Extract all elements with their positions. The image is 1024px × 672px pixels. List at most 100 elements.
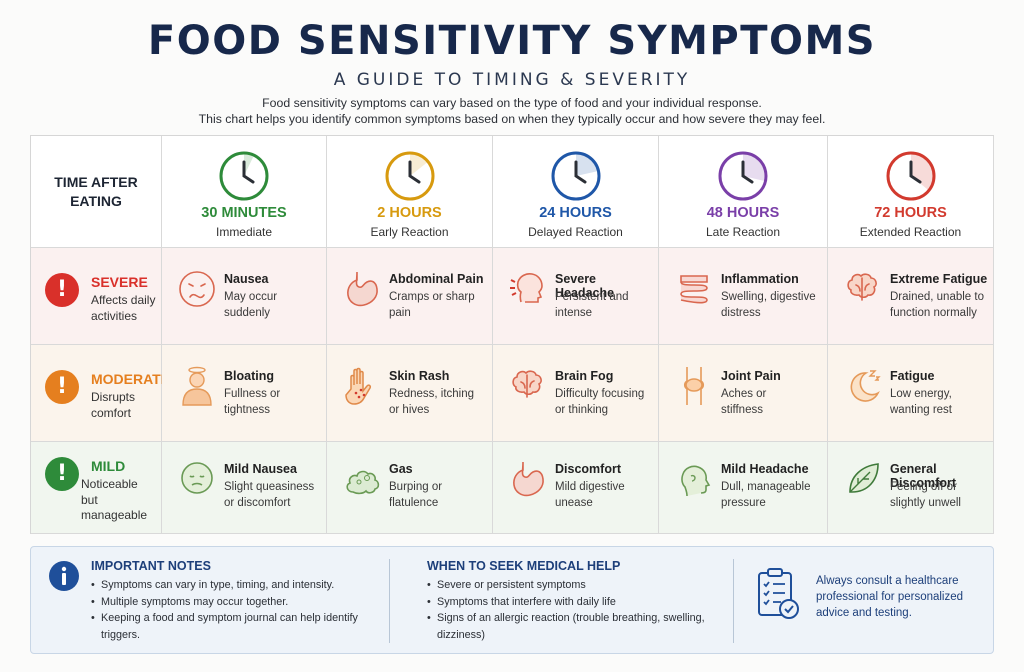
medical-help-list: Severe or persistent symptoms Symptoms t…: [427, 577, 717, 643]
symptom-cell: Joint Pain Aches or stiffness: [659, 345, 828, 442]
timing-time: 24 HOURS: [539, 205, 612, 221]
symptom-cell: Bloating Fullness or tightness: [162, 345, 327, 442]
symptom-grid: TIME AFTER EATING 30 MINUTES Immediate 2…: [30, 135, 994, 534]
severity-name: SEVERE: [91, 274, 148, 290]
divider: [733, 559, 734, 643]
symptom-name: Abdominal Pain: [389, 272, 484, 286]
time-label-line: EATING: [70, 192, 122, 209]
nauseous-face-icon: [179, 271, 215, 307]
list-item: Symptoms that interfere with daily life: [427, 594, 717, 611]
symptom-cell: Nausea May occur suddenly: [162, 248, 327, 345]
symptom-desc: Low energy, wanting rest: [890, 388, 953, 416]
severity-label: ! SEVERE Affects daily activities: [31, 248, 162, 345]
medical-help-title: WHEN TO SEEK MEDICAL HELP: [427, 559, 621, 573]
symptom-desc: Redness, itching or hives: [389, 388, 475, 416]
symptom-desc: Fullness or tightness: [224, 388, 281, 416]
timing-label: Early Reaction: [370, 225, 449, 239]
severity-label: ! MILD Noticeable but manageable: [31, 442, 162, 534]
symptom-name: Fatigue: [890, 369, 935, 383]
symptom-cell: Gas Burping or flatulence: [327, 442, 493, 534]
symptom-name: Mild Headache: [721, 462, 809, 476]
intro-line: Food sensitivity symptoms can vary based…: [262, 96, 762, 110]
timing-header: 48 HOURS Late Reaction: [659, 136, 828, 248]
intestines-icon: [680, 275, 708, 304]
symptom-cell: Inflammation Swelling, digestive distress: [659, 248, 828, 345]
timing-label: Extended Reaction: [859, 225, 962, 239]
timing-time: 2 HOURS: [377, 205, 442, 221]
symptom-name: Extreme Fatigue: [890, 272, 988, 286]
symptom-desc: Drained, unable to function normally: [890, 291, 984, 319]
symptom-desc: Slight queasiness or discomfort: [224, 481, 315, 509]
timing-label: Immediate: [215, 225, 273, 239]
symptom-cell: Severe Headache Persistent and intense: [493, 248, 659, 345]
symptom-desc: Cramps or sharp pain: [389, 291, 475, 319]
notes-panel: IMPORTANT NOTES Symptoms can vary in typ…: [30, 546, 994, 654]
severity-desc: Disrupts comfort: [91, 390, 136, 420]
alert-icon: !: [45, 457, 79, 491]
clipboard-checklist-icon: [758, 568, 799, 619]
rash-hand-icon: [345, 367, 371, 405]
stomach-icon: [347, 271, 378, 307]
symptom-cell: Mild Headache Dull, manageable pressure: [659, 442, 828, 534]
divider: [389, 559, 390, 643]
alert-icon: !: [45, 370, 79, 404]
stomach-icon: [513, 461, 544, 497]
leaf-icon: [849, 463, 879, 493]
time-label-line: TIME AFTER: [54, 173, 138, 190]
time-after-eating-label: TIME AFTER EATING: [31, 136, 162, 248]
timing-header: 72 HOURS Extended Reaction: [828, 136, 994, 248]
gas-cloud-icon: [346, 470, 380, 495]
symptom-name: Severe Headache: [555, 272, 615, 300]
info-icon: [49, 561, 79, 591]
symptom-desc: Swelling, digestive distress: [721, 291, 816, 319]
timing-time: 30 MINUTES: [201, 205, 287, 221]
brain-icon: [512, 370, 542, 398]
headache-icon: [510, 273, 543, 303]
symptom-cell: Discomfort Mild digestive unease: [493, 442, 659, 534]
symptom-desc: Burping or flatulence: [389, 481, 443, 509]
symptom-name: Nausea: [224, 272, 269, 286]
symptom-cell: Extreme Fatigue Drained, unable to functi…: [828, 248, 994, 345]
head-profile-icon: [681, 465, 711, 497]
moon-sleep-icon: [850, 370, 881, 402]
symptom-desc: Persistent and intense: [555, 291, 629, 319]
page-subtitle: A GUIDE TO TIMING & SEVERITY: [333, 70, 691, 90]
symptom-name: Skin Rash: [389, 369, 450, 383]
queasy-face-icon: [181, 462, 213, 494]
list-item: Keeping a food and symptom journal can h…: [91, 610, 381, 643]
timing-header: 30 MINUTES Immediate: [162, 136, 327, 248]
important-notes-title: IMPORTANT NOTES: [91, 559, 211, 573]
timing-time: 48 HOURS: [706, 205, 780, 221]
symptom-desc: Dull, manageable pressure: [721, 481, 811, 509]
timing-label: Delayed Reaction: [528, 225, 623, 239]
intro-line: This chart helps you identify common sym…: [198, 112, 826, 126]
severity-desc: Noticeable but manageable: [81, 477, 148, 522]
symptom-cell: Mild Nausea Slight queasiness or discomfo…: [162, 442, 327, 534]
symptom-cell: Brain Fog Difficulty focusing or thinking: [493, 345, 659, 442]
consult-text: Always consult a healthcare professional…: [816, 575, 964, 619]
severity-desc: Affects daily activities: [91, 293, 156, 323]
important-notes-list: Symptoms can vary in type, timing, and i…: [91, 577, 381, 643]
page-title: FOOD SENSITIVITY SYMPTOMS: [147, 18, 877, 64]
list-item: Multiple symptoms may occur together.: [91, 594, 381, 611]
clock-icon: [551, 151, 600, 201]
symptom-name: Bloating: [224, 369, 274, 383]
symptom-cell: Skin Rash Redness, itching or hives: [327, 345, 493, 442]
brain-icon: [847, 273, 877, 301]
symptom-name: Discomfort: [555, 462, 621, 476]
symptom-cell: Abdominal Pain Cramps or sharp pain: [327, 248, 493, 345]
clock-icon: [886, 151, 935, 201]
list-item: Signs of an allergic reaction (trouble b…: [427, 610, 717, 643]
clock-icon: [219, 151, 269, 201]
bloated-person-icon: [182, 366, 212, 406]
severity-name: MODERATE: [91, 371, 171, 387]
clock-icon: [718, 151, 768, 201]
severity-name: MILD: [91, 458, 126, 474]
symptom-desc: Difficulty focusing or thinking: [555, 388, 645, 416]
intro-text: Food sensitivity symptoms can vary based…: [0, 95, 1024, 127]
symptom-name: Brain Fog: [555, 369, 614, 383]
symptom-name: General Discomfort: [890, 462, 956, 490]
symptom-name: Inflammation: [721, 272, 799, 286]
severity-label: ! MODERATE Disrupts comfort: [31, 345, 170, 442]
symptom-cell: Fatigue Low energy, wanting rest: [828, 345, 994, 442]
